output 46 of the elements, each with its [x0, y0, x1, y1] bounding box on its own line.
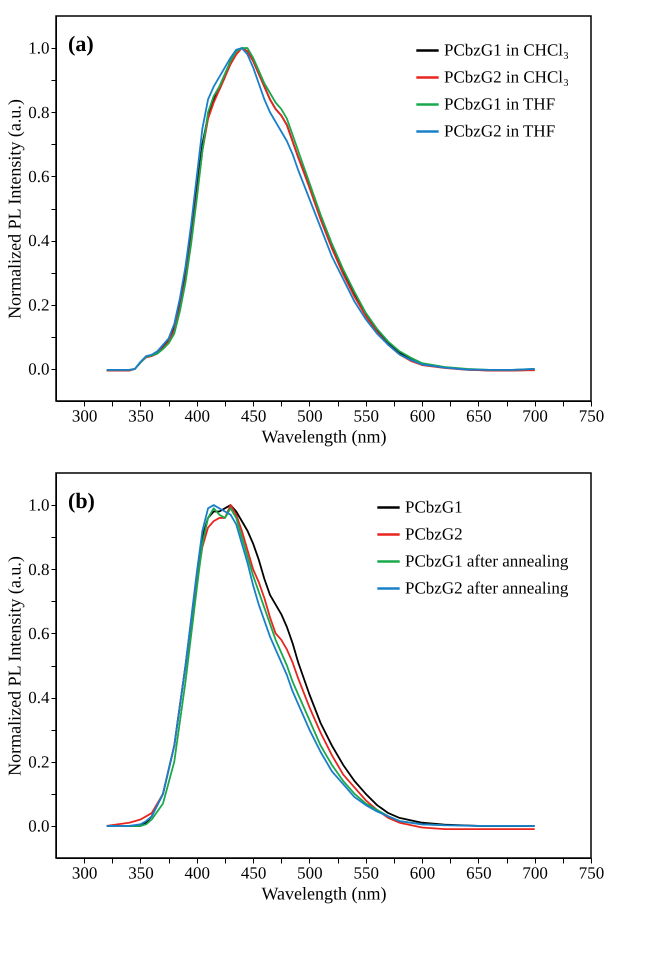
x-tick-label: 300 [72, 864, 98, 882]
annotation: (b) [68, 488, 95, 513]
legend-label: PCbzG2 in THF [444, 122, 556, 140]
x-tick-label: 650 [466, 406, 492, 426]
legend-label: PCbzG1 in THF [444, 94, 556, 114]
x-tick-label: 400 [184, 406, 210, 426]
y-tick-label: 0.8 [28, 102, 50, 122]
x-tick-label: 350 [128, 864, 154, 882]
x-tick-label: 300 [72, 406, 98, 426]
annotation: (a) [68, 31, 94, 56]
legend-label: PCbzG2 after annealing [405, 578, 569, 598]
legend-label: PCbzG2 in CHCl₃ [444, 68, 570, 86]
y-axis-title: Normalized PL Intensity (a.u.) [4, 99, 24, 319]
x-tick-label: 650 [466, 864, 492, 882]
x-tick-label: 400 [184, 864, 210, 882]
legend-label: PCbzG1 in CHCl₃ [444, 40, 570, 60]
x-tick-label: 350 [128, 406, 154, 426]
x-tick-label: 550 [353, 864, 379, 882]
y-tick-label: 0.8 [28, 560, 50, 579]
x-tick-label: 550 [353, 406, 379, 426]
y-tick-label: 0.6 [28, 166, 50, 186]
y-tick-label: 0.2 [28, 295, 50, 314]
x-tick-label: 450 [240, 406, 266, 426]
x-axis-title: Wavelength (nm) [261, 426, 387, 446]
y-tick-label: 0.4 [28, 688, 50, 708]
y-tick-label: 0.4 [28, 231, 50, 250]
x-axis-title: Wavelength (nm) [261, 884, 387, 904]
legend-label: PCbzG1 after annealing [405, 552, 569, 570]
x-tick-label: 500 [297, 406, 323, 426]
y-tick-label: 0.2 [28, 752, 50, 772]
x-tick-label: 600 [410, 864, 436, 882]
x-tick-label: 500 [297, 864, 323, 882]
x-tick-label: 700 [522, 406, 548, 426]
y-tick-label: 0.0 [28, 816, 50, 836]
x-tick-label: 450 [240, 864, 266, 882]
y-tick-label: 1.0 [28, 496, 50, 515]
y-tick-label: 0.6 [28, 624, 50, 643]
x-tick-label: 600 [410, 406, 436, 426]
legend-label: PCbzG1 [405, 498, 463, 516]
y-tick-label: 0.0 [28, 359, 50, 378]
y-axis-title: Normalized PL Intensity (a.u.) [4, 556, 24, 776]
x-tick-label: 750 [578, 406, 604, 426]
legend-label: PCbzG2 [405, 524, 463, 544]
x-tick-label: 700 [522, 864, 548, 882]
x-tick-label: 750 [578, 864, 604, 882]
y-tick-label: 1.0 [28, 38, 50, 58]
